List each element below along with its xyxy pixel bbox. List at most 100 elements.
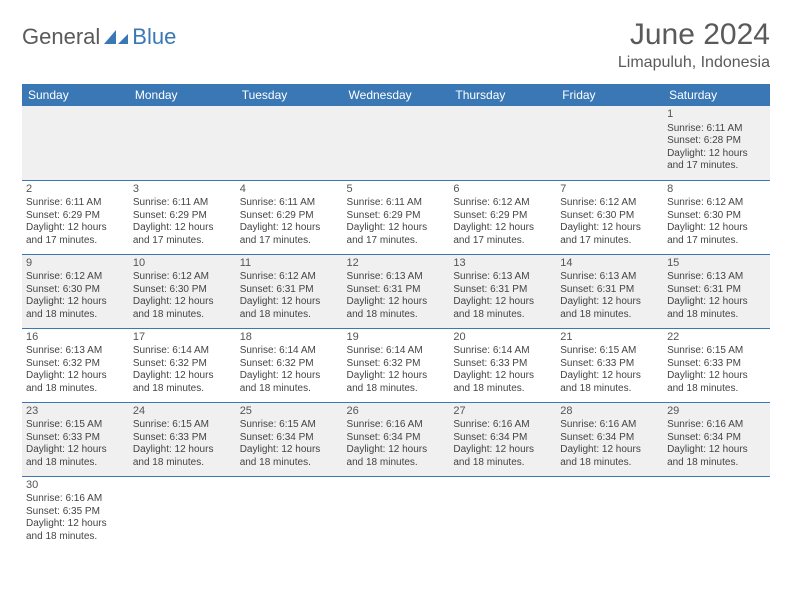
day-header: Saturday (663, 84, 770, 106)
sunset-line: Sunset: 6:31 PM (667, 284, 766, 297)
daylight-line: Daylight: 12 hours and 18 minutes. (240, 296, 339, 321)
header: General Blue June 2024 Limapuluh, Indone… (22, 18, 770, 72)
logo-word1: General (22, 24, 100, 50)
daylight-line: Daylight: 12 hours and 18 minutes. (453, 370, 552, 395)
daylight-line: Daylight: 12 hours and 17 minutes. (667, 148, 766, 173)
day-header: Thursday (449, 84, 556, 106)
sunset-line: Sunset: 6:33 PM (26, 432, 125, 445)
calendar-day-empty (449, 476, 556, 550)
calendar-week: 16Sunrise: 6:13 AMSunset: 6:32 PMDayligh… (22, 328, 770, 402)
calendar-day-empty (556, 106, 663, 180)
sunset-line: Sunset: 6:31 PM (560, 284, 659, 297)
sunrise-line: Sunrise: 6:12 AM (453, 197, 552, 210)
sunrise-line: Sunrise: 6:12 AM (26, 271, 125, 284)
daylight-line: Daylight: 12 hours and 18 minutes. (667, 296, 766, 321)
calendar-day: 8Sunrise: 6:12 AMSunset: 6:30 PMDaylight… (663, 180, 770, 254)
page-title: June 2024 (618, 18, 770, 52)
day-number: 15 (667, 257, 766, 271)
sunrise-line: Sunrise: 6:16 AM (667, 419, 766, 432)
sunrise-line: Sunrise: 6:12 AM (133, 271, 232, 284)
day-number: 22 (667, 331, 766, 345)
calendar-day: 1Sunrise: 6:11 AMSunset: 6:28 PMDaylight… (663, 106, 770, 180)
logo-word2: Blue (132, 24, 176, 50)
calendar-day: 19Sunrise: 6:14 AMSunset: 6:32 PMDayligh… (343, 328, 450, 402)
sunset-line: Sunset: 6:34 PM (667, 432, 766, 445)
calendar-day: 15Sunrise: 6:13 AMSunset: 6:31 PMDayligh… (663, 254, 770, 328)
calendar-day: 4Sunrise: 6:11 AMSunset: 6:29 PMDaylight… (236, 180, 343, 254)
day-number: 12 (347, 257, 446, 271)
sunrise-line: Sunrise: 6:11 AM (133, 197, 232, 210)
daylight-line: Daylight: 12 hours and 18 minutes. (26, 370, 125, 395)
sunset-line: Sunset: 6:31 PM (240, 284, 339, 297)
sunset-line: Sunset: 6:33 PM (133, 432, 232, 445)
sunrise-line: Sunrise: 6:13 AM (26, 345, 125, 358)
day-number: 24 (133, 405, 232, 419)
sunrise-line: Sunrise: 6:11 AM (347, 197, 446, 210)
daylight-line: Daylight: 12 hours and 18 minutes. (453, 444, 552, 469)
sunrise-line: Sunrise: 6:12 AM (667, 197, 766, 210)
sunrise-line: Sunrise: 6:15 AM (240, 419, 339, 432)
calendar-day-empty (129, 476, 236, 550)
day-header: Tuesday (236, 84, 343, 106)
sunrise-line: Sunrise: 6:16 AM (453, 419, 552, 432)
sunset-line: Sunset: 6:32 PM (347, 358, 446, 371)
day-number: 11 (240, 257, 339, 271)
day-number: 7 (560, 183, 659, 197)
calendar-day: 3Sunrise: 6:11 AMSunset: 6:29 PMDaylight… (129, 180, 236, 254)
day-number: 2 (26, 183, 125, 197)
day-header: Wednesday (343, 84, 450, 106)
calendar-day-empty (449, 106, 556, 180)
page-subtitle: Limapuluh, Indonesia (618, 54, 770, 72)
sunrise-line: Sunrise: 6:13 AM (453, 271, 552, 284)
daylight-line: Daylight: 12 hours and 17 minutes. (453, 222, 552, 247)
day-number: 9 (26, 257, 125, 271)
calendar-day: 29Sunrise: 6:16 AMSunset: 6:34 PMDayligh… (663, 402, 770, 476)
daylight-line: Daylight: 12 hours and 18 minutes. (667, 370, 766, 395)
day-number: 30 (26, 479, 125, 493)
logo-sail-icon (102, 28, 130, 46)
sunrise-line: Sunrise: 6:15 AM (26, 419, 125, 432)
sunrise-line: Sunrise: 6:14 AM (347, 345, 446, 358)
sunset-line: Sunset: 6:34 PM (240, 432, 339, 445)
sunrise-line: Sunrise: 6:12 AM (240, 271, 339, 284)
day-number: 14 (560, 257, 659, 271)
sunrise-line: Sunrise: 6:13 AM (560, 271, 659, 284)
day-number: 4 (240, 183, 339, 197)
calendar-day-empty (343, 106, 450, 180)
daylight-line: Daylight: 12 hours and 17 minutes. (133, 222, 232, 247)
day-number: 10 (133, 257, 232, 271)
calendar-day: 18Sunrise: 6:14 AMSunset: 6:32 PMDayligh… (236, 328, 343, 402)
calendar-day-empty (236, 106, 343, 180)
calendar-week: 1Sunrise: 6:11 AMSunset: 6:28 PMDaylight… (22, 106, 770, 180)
daylight-line: Daylight: 12 hours and 18 minutes. (133, 444, 232, 469)
day-number: 3 (133, 183, 232, 197)
daylight-line: Daylight: 12 hours and 18 minutes. (560, 444, 659, 469)
day-number: 26 (347, 405, 446, 419)
sunset-line: Sunset: 6:32 PM (26, 358, 125, 371)
logo: General Blue (22, 24, 176, 50)
day-header-row: SundayMondayTuesdayWednesdayThursdayFrid… (22, 84, 770, 106)
sunset-line: Sunset: 6:30 PM (26, 284, 125, 297)
daylight-line: Daylight: 12 hours and 18 minutes. (26, 518, 125, 543)
day-number: 17 (133, 331, 232, 345)
daylight-line: Daylight: 12 hours and 17 minutes. (26, 222, 125, 247)
day-number: 19 (347, 331, 446, 345)
sunset-line: Sunset: 6:29 PM (133, 210, 232, 223)
calendar-day: 12Sunrise: 6:13 AMSunset: 6:31 PMDayligh… (343, 254, 450, 328)
calendar-week: 2Sunrise: 6:11 AMSunset: 6:29 PMDaylight… (22, 180, 770, 254)
calendar-day: 14Sunrise: 6:13 AMSunset: 6:31 PMDayligh… (556, 254, 663, 328)
calendar-day: 21Sunrise: 6:15 AMSunset: 6:33 PMDayligh… (556, 328, 663, 402)
sunrise-line: Sunrise: 6:16 AM (347, 419, 446, 432)
calendar-day: 30Sunrise: 6:16 AMSunset: 6:35 PMDayligh… (22, 476, 129, 550)
sunrise-line: Sunrise: 6:15 AM (133, 419, 232, 432)
calendar-day: 22Sunrise: 6:15 AMSunset: 6:33 PMDayligh… (663, 328, 770, 402)
calendar-day: 7Sunrise: 6:12 AMSunset: 6:30 PMDaylight… (556, 180, 663, 254)
calendar-week: 9Sunrise: 6:12 AMSunset: 6:30 PMDaylight… (22, 254, 770, 328)
sunset-line: Sunset: 6:33 PM (453, 358, 552, 371)
sunrise-line: Sunrise: 6:11 AM (26, 197, 125, 210)
day-number: 23 (26, 405, 125, 419)
sunset-line: Sunset: 6:29 PM (453, 210, 552, 223)
day-number: 18 (240, 331, 339, 345)
calendar-day-empty (236, 476, 343, 550)
calendar-day: 17Sunrise: 6:14 AMSunset: 6:32 PMDayligh… (129, 328, 236, 402)
